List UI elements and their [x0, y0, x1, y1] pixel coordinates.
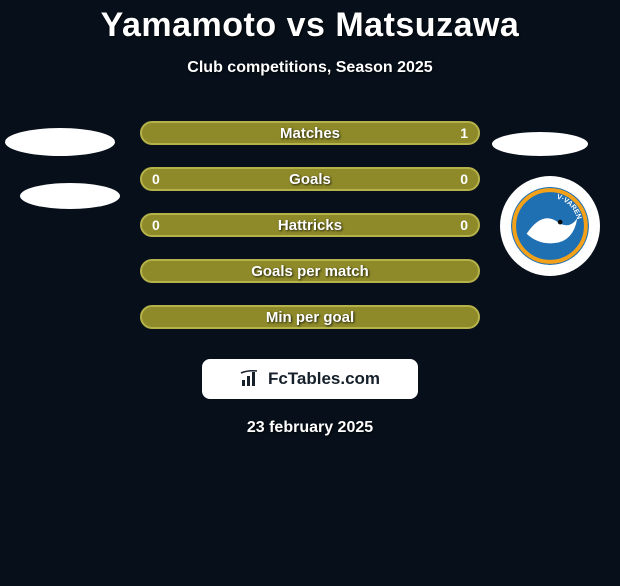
club-badge-inner: V·VAREN	[511, 187, 589, 265]
stat-label: Goals per match	[251, 263, 369, 280]
bar-chart-icon	[240, 370, 262, 388]
stat-label: Hattricks	[278, 217, 342, 234]
title-vs: vs	[287, 6, 326, 44]
left-photo-ellipse-2	[20, 183, 120, 209]
stat-row-hattricks: 0 Hattricks 0	[140, 213, 480, 237]
stat-left-value: 0	[152, 217, 160, 233]
right-photo-ellipse-1	[492, 132, 588, 156]
title-player-right: Matsuzawa	[335, 6, 519, 44]
stat-label: Goals	[289, 171, 331, 188]
stat-row-min-per-goal: Min per goal	[140, 305, 480, 329]
subtitle: Club competitions, Season 2025	[0, 59, 620, 77]
stat-left-value: 0	[152, 171, 160, 187]
stat-row-goals-per-match: Goals per match	[140, 259, 480, 283]
footer-logo-text: FcTables.com	[268, 369, 380, 389]
stat-row-goals: 0 Goals 0	[140, 167, 480, 191]
club-badge: V·VAREN	[500, 176, 600, 276]
footer-date: 23 february 2025	[0, 419, 620, 437]
stat-row-matches: Matches 1	[140, 121, 480, 145]
left-photo-ellipse-1	[5, 128, 115, 156]
stat-label: Min per goal	[266, 309, 354, 326]
page-title: Yamamoto vs Matsuzawa	[0, 6, 620, 45]
stat-right-value: 0	[460, 217, 468, 233]
stat-label: Matches	[280, 125, 340, 142]
stat-right-value: 0	[460, 171, 468, 187]
club-badge-svg: V·VAREN	[511, 187, 589, 265]
stat-right-value: 1	[460, 125, 468, 141]
footer-logo: FcTables.com	[202, 359, 418, 399]
title-player-left: Yamamoto	[101, 6, 277, 44]
